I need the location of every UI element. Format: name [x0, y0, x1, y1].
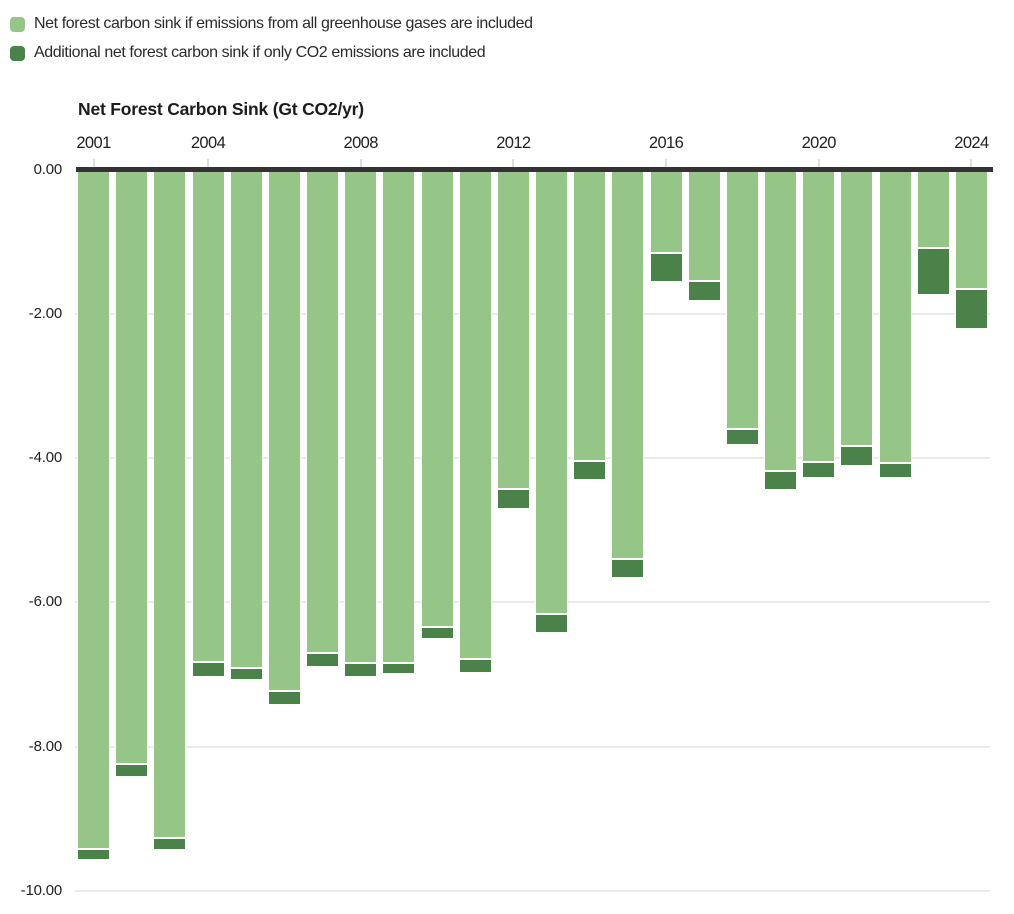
- bar-2015-co2-additional-segment: [611, 559, 645, 578]
- chart-title: Net Forest Carbon Sink (Gt CO2/yr): [78, 99, 364, 119]
- y-axis-tick-label: -8.00: [28, 737, 62, 755]
- bar-2010-all-ghg-segment: [420, 172, 454, 627]
- bar-2002-co2-additional-segment: [115, 764, 149, 777]
- x-axis-tick-mark: [359, 159, 362, 167]
- bar-2003-co2-additional-segment: [153, 838, 187, 850]
- bar-2008-all-ghg-segment: [344, 172, 378, 663]
- bar-2021-co2-additional-segment: [840, 445, 874, 467]
- bar-2006-co2-additional-segment: [267, 691, 301, 705]
- bar-2009-all-ghg-segment: [382, 172, 416, 663]
- bar-2006-all-ghg-segment: [267, 172, 301, 692]
- gridline-y--6.00: [75, 601, 990, 604]
- bar-2019-all-ghg-segment: [764, 172, 798, 472]
- x-axis-tick-mark: [665, 159, 668, 167]
- bar-2007-co2-additional-segment: [306, 652, 340, 668]
- legend-swatch-light-green-icon: [10, 16, 25, 32]
- legend-label-co2-only: Additional net forest carbon sink if onl…: [34, 44, 486, 61]
- bar-2005-all-ghg-segment: [229, 172, 263, 669]
- zero-baseline: [76, 167, 993, 172]
- bar-2013-co2-additional-segment: [535, 613, 569, 634]
- gridline-y--2.00: [75, 312, 990, 315]
- y-axis-tick-label: -2.00: [28, 304, 62, 322]
- bar-2018-all-ghg-segment: [725, 172, 759, 430]
- x-axis-tick-label: 2012: [496, 134, 531, 152]
- bar-2009-co2-additional-segment: [382, 663, 416, 674]
- bar-2013-all-ghg-segment: [535, 172, 569, 614]
- legend-item-co2-only: Additional net forest carbon sink if onl…: [10, 42, 533, 64]
- bar-2012-all-ghg-segment: [496, 172, 530, 490]
- bar-2011-all-ghg-segment: [458, 172, 492, 660]
- bar-2017-co2-additional-segment: [687, 281, 721, 301]
- bar-2016-all-ghg-segment: [649, 172, 683, 254]
- bar-2015-all-ghg-segment: [611, 172, 645, 560]
- bar-2017-all-ghg-segment: [687, 172, 721, 282]
- bar-2008-co2-additional-segment: [344, 663, 378, 677]
- bar-2016-co2-additional-segment: [649, 253, 683, 283]
- legend-swatch-dark-green-icon: [10, 45, 25, 61]
- bar-2003-all-ghg-segment: [153, 172, 187, 839]
- x-axis-tick-mark: [512, 159, 515, 167]
- legend: Net forest carbon sink if emissions from…: [10, 13, 533, 71]
- y-axis-tick-label: -10.00: [20, 882, 63, 899]
- bar-2024-all-ghg-segment: [954, 172, 988, 290]
- bar-2023-co2-additional-segment: [916, 248, 950, 296]
- bar-2023-all-ghg-segment: [916, 172, 950, 249]
- gridline-y--10.00: [75, 890, 990, 892]
- x-axis-tick-label: 2008: [343, 134, 379, 152]
- bar-2010-co2-additional-segment: [420, 626, 454, 640]
- y-axis-tick-label: -4.00: [28, 449, 62, 467]
- bar-2020-co2-additional-segment: [802, 461, 836, 479]
- x-axis-tick-mark: [207, 159, 209, 167]
- bar-2024-co2-additional-segment: [954, 289, 988, 329]
- bar-2022-all-ghg-segment: [878, 172, 912, 464]
- x-axis-tick-label: 2001: [76, 134, 111, 152]
- x-axis-tick-mark: [817, 159, 820, 167]
- bar-2001-all-ghg-segment: [77, 172, 110, 850]
- bar-2001-co2-additional-segment: [77, 849, 110, 860]
- y-axis-tick-label: -6.00: [28, 593, 62, 611]
- legend-label-all-ghg: Net forest carbon sink if emissions from…: [34, 15, 533, 32]
- bar-2007-all-ghg-segment: [306, 172, 340, 653]
- bar-2018-co2-additional-segment: [725, 429, 759, 446]
- bar-2002-all-ghg-segment: [115, 172, 149, 765]
- bar-2004-all-ghg-segment: [191, 172, 225, 662]
- bar-2011-co2-additional-segment: [458, 659, 492, 674]
- bar-2004-co2-additional-segment: [191, 661, 225, 677]
- gridline-y--8.00: [75, 745, 990, 748]
- x-axis-tick-label: 2024: [954, 134, 989, 152]
- y-axis-tick-label: 0.00: [33, 160, 63, 178]
- bar-2014-all-ghg-segment: [573, 172, 607, 461]
- x-axis-tick-label: 2020: [801, 134, 837, 152]
- legend-item-all-ghg: Net forest carbon sink if emissions from…: [10, 13, 533, 35]
- bar-2020-all-ghg-segment: [802, 172, 836, 462]
- x-axis-tick-mark: [970, 159, 973, 167]
- bar-2014-co2-additional-segment: [573, 460, 607, 480]
- bar-2022-co2-additional-segment: [878, 463, 912, 479]
- x-axis-tick-label: 2004: [190, 134, 226, 152]
- x-axis-tick-label: 2016: [648, 134, 684, 152]
- bar-2005-co2-additional-segment: [229, 668, 263, 681]
- x-axis-tick-mark: [92, 159, 95, 167]
- bar-2012-co2-additional-segment: [496, 489, 530, 510]
- gridline-y--4.00: [75, 457, 990, 460]
- bar-2021-all-ghg-segment: [840, 172, 874, 446]
- bar-2019-co2-additional-segment: [764, 471, 798, 490]
